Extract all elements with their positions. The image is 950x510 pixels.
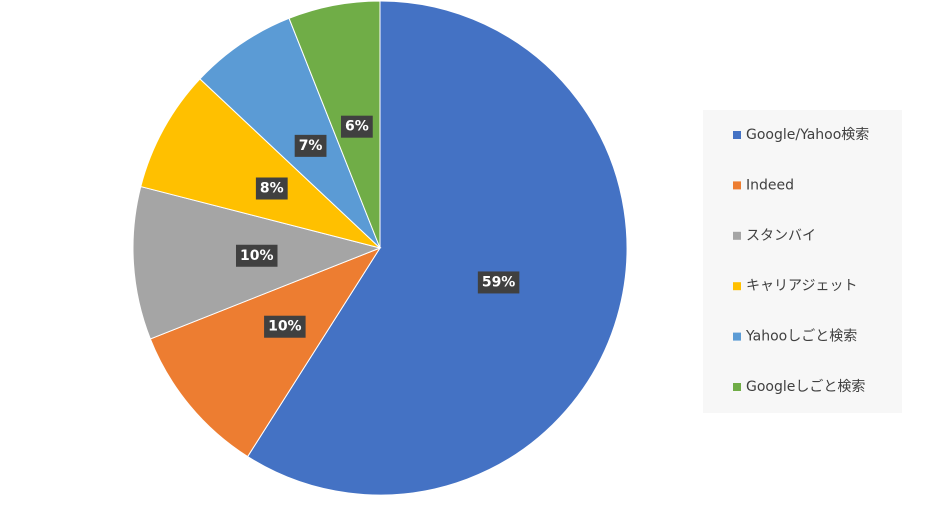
pie-slice [149, 246, 382, 458]
legend-swatch [733, 231, 741, 240]
data-label-box [255, 177, 288, 200]
data-label: 7% [299, 138, 323, 154]
data-label: 8% [260, 181, 284, 197]
legend-label: Yahooしごと検索 [745, 328, 857, 345]
legend-box [703, 110, 902, 413]
data-label-box [477, 271, 520, 294]
data-label-box [235, 244, 278, 267]
legend-label: Googleしごと検索 [746, 378, 865, 395]
data-label-box [294, 134, 327, 157]
legend-label: Google/Yahoo検索 [746, 126, 869, 143]
legend-swatch [733, 383, 741, 391]
legend-label: Indeed [746, 177, 794, 193]
pie-slice [288, 0, 381, 249]
legend-swatch [733, 282, 741, 291]
data-label: 59% [482, 274, 516, 290]
data-label: 6% [345, 119, 369, 135]
data-label: 10% [240, 248, 274, 264]
legend-swatch [733, 332, 741, 341]
legend-swatch [733, 131, 741, 139]
legend-label: スタンバイ [746, 228, 816, 244]
pie-slice [246, 0, 628, 496]
data-label-box [264, 315, 306, 338]
pie-slice [199, 17, 381, 249]
data-label-box [340, 115, 373, 138]
pie-slice [140, 78, 381, 249]
legend-label: キャリアジェット [746, 278, 857, 294]
legend-swatch [733, 181, 741, 190]
data-label: 10% [268, 319, 302, 335]
